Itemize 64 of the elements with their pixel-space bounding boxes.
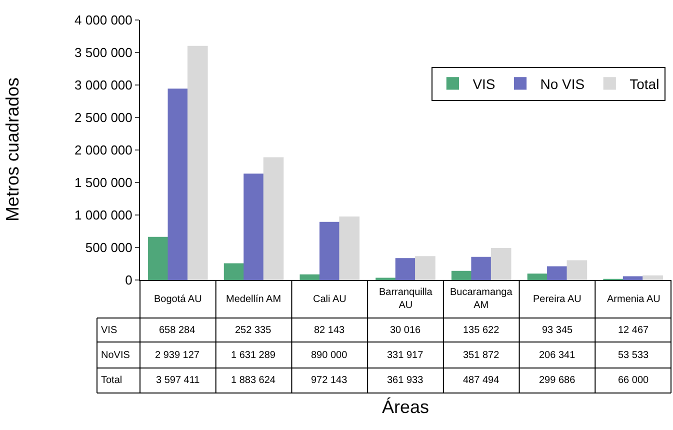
text: NoVIS bbox=[101, 350, 130, 361]
bar bbox=[148, 236, 168, 280]
text: VIS bbox=[101, 325, 118, 336]
x-tick-label: Bogotá AU bbox=[154, 294, 202, 305]
data-label: 135 622 bbox=[463, 325, 500, 336]
x-tick-label: Armenia AU bbox=[607, 294, 660, 305]
y-tick-label: 2 500 000 bbox=[74, 110, 132, 126]
data-label: 206 341 bbox=[539, 350, 576, 361]
legend-label: No VIS bbox=[540, 76, 585, 92]
legend-label: Total bbox=[630, 76, 660, 92]
y-tick-label: 1 500 000 bbox=[74, 175, 132, 190]
data-label: 487 494 bbox=[463, 375, 500, 386]
bar bbox=[300, 274, 320, 280]
data-label: 82 143 bbox=[314, 325, 346, 336]
data-label: 331 917 bbox=[387, 350, 424, 361]
data-label: 2 939 127 bbox=[155, 350, 200, 361]
data-label: 3 597 411 bbox=[156, 375, 200, 386]
bar bbox=[395, 258, 416, 280]
data-label: 66 000 bbox=[618, 375, 650, 386]
bar bbox=[490, 248, 512, 280]
x-axis-title: Áreas bbox=[382, 397, 430, 418]
data-label: 972 143 bbox=[311, 375, 348, 386]
x-tick-label: Barranquilla AU bbox=[379, 287, 433, 311]
y-tick-label: 3 000 000 bbox=[74, 78, 132, 93]
bar bbox=[451, 270, 472, 280]
bar bbox=[339, 216, 360, 280]
bar bbox=[244, 174, 264, 280]
data-label: 361 933 bbox=[387, 375, 424, 386]
data-label: 890 000 bbox=[311, 350, 348, 361]
data-label: 12 467 bbox=[618, 325, 650, 336]
legend-label: VIS bbox=[472, 76, 496, 92]
y-tick-label: 4 000 000 bbox=[74, 12, 132, 28]
y-tick-label: 1 000 000 bbox=[74, 208, 132, 223]
y-tick-label: 500 000 bbox=[85, 240, 132, 256]
bar bbox=[566, 260, 588, 280]
data-label: 1 631 289 bbox=[231, 350, 276, 361]
bar bbox=[527, 274, 548, 280]
data-label: 30 016 bbox=[390, 325, 422, 336]
bar bbox=[642, 275, 663, 280]
x-tick-label: Medellín AM bbox=[226, 294, 282, 305]
x-tick-label: Bucaramanga AM bbox=[450, 287, 513, 311]
text: Total bbox=[101, 375, 122, 386]
bar bbox=[224, 263, 244, 280]
x-tick-label: Pereira AU bbox=[533, 294, 582, 305]
data-label: 93 345 bbox=[542, 325, 574, 336]
bar bbox=[547, 266, 568, 280]
data-label: 299 686 bbox=[539, 375, 576, 386]
y-tick-label: 2 000 000 bbox=[74, 142, 132, 158]
data-label: 1 883 624 bbox=[231, 375, 276, 386]
y-axis-title: Metros cuadrados bbox=[2, 77, 23, 222]
y-tick-label: 3 500 000 bbox=[74, 45, 132, 60]
bar bbox=[263, 157, 284, 280]
y-tick-label: 0 bbox=[125, 272, 132, 288]
x-tick-label: Cali AU bbox=[313, 294, 346, 305]
bar bbox=[187, 46, 208, 280]
data-label: 658 284 bbox=[159, 325, 196, 336]
bar bbox=[622, 276, 644, 280]
bar bbox=[319, 222, 340, 280]
data-label: 252 335 bbox=[235, 325, 272, 336]
bar bbox=[471, 256, 492, 280]
bar bbox=[168, 88, 188, 280]
data-label: 351 872 bbox=[463, 350, 500, 361]
bar bbox=[415, 256, 436, 280]
data-label: 53 533 bbox=[618, 350, 650, 361]
